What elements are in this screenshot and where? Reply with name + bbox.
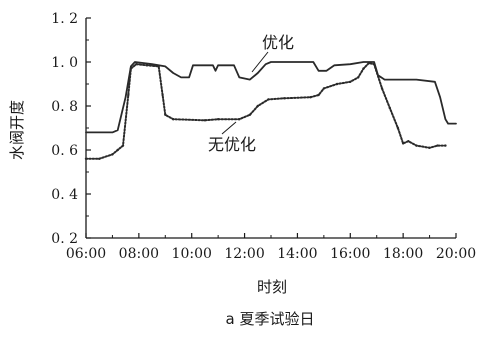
- series-layer: [84, 61, 457, 160]
- series-point-unoptimized: [248, 113, 252, 117]
- series-point-unoptimized: [401, 142, 405, 145]
- series-point-unoptimized: [317, 93, 320, 97]
- x-tick-label: 08:00: [119, 246, 159, 262]
- annotation-optimized-leader: [251, 51, 269, 73]
- series-point-unoptimized: [84, 157, 88, 160]
- series-point-unoptimized: [116, 148, 119, 152]
- series-point-unoptimized: [444, 144, 447, 147]
- x-tick-label: 14:00: [277, 246, 317, 262]
- x-tick-label: 06:00: [66, 246, 106, 262]
- y-axis-title: 水阀开度: [8, 100, 26, 160]
- series-point-unoptimized: [415, 144, 418, 147]
- series-point-unoptimized: [161, 93, 164, 97]
- series-point-unoptimized: [157, 65, 160, 68]
- series-point-unoptimized: [135, 62, 138, 66]
- x-tick-label: 10:00: [172, 246, 212, 262]
- series-line-optimized: [85, 61, 457, 134]
- series-point-unoptimized: [127, 93, 130, 97]
- series-point-unoptimized: [267, 98, 270, 101]
- series-point-unoptimized: [428, 146, 431, 149]
- series-point-unoptimized: [145, 64, 148, 67]
- series-point-unoptimized: [98, 157, 101, 160]
- series-point-unoptimized: [396, 126, 400, 130]
- series-point-unoptimized: [349, 80, 352, 84]
- series-point-unoptimized: [335, 82, 339, 86]
- series-point-unoptimized: [172, 118, 175, 121]
- series-point-unoptimized: [357, 76, 360, 79]
- annotation-unoptimized-leader: [221, 121, 237, 135]
- y-tick-label: 0. 2: [51, 231, 78, 247]
- series-point-unoptimized: [111, 153, 114, 156]
- series-point-unoptimized: [238, 118, 241, 121]
- x-tick-label: 18:00: [383, 246, 423, 262]
- series-point-unoptimized: [216, 118, 220, 121]
- series-point-unoptimized: [164, 113, 167, 117]
- series-point-unoptimized: [283, 97, 286, 100]
- x-tick-label: 12:00: [224, 246, 264, 262]
- x-axis-title: 时刻: [257, 278, 287, 296]
- x-tick-label: 16:00: [330, 246, 370, 262]
- y-tick-label: 0. 4: [51, 187, 78, 203]
- series-point-unoptimized: [309, 96, 312, 99]
- series-point-unoptimized: [256, 104, 259, 108]
- series-point-unoptimized: [203, 119, 207, 122]
- series-point-unoptimized: [121, 144, 125, 147]
- series-point-unoptimized: [367, 61, 370, 65]
- series-point-unoptimized: [380, 87, 384, 90]
- series-point-unoptimized: [372, 62, 376, 66]
- series-point-unoptimized: [129, 67, 133, 70]
- y-tick-label: 0. 6: [51, 143, 78, 159]
- series-point-unoptimized: [407, 140, 410, 143]
- series-point-unoptimized: [436, 144, 439, 147]
- y-tick-label: 1. 2: [51, 11, 78, 27]
- series-point-unoptimized: [388, 107, 392, 110]
- annotation-unoptimized: 无优化: [208, 135, 256, 154]
- y-tick-label: 0. 8: [51, 99, 78, 115]
- annotation-optimized: 优化: [262, 33, 294, 52]
- series-line-unoptimized: [85, 62, 447, 160]
- y-tick-label: 1. 0: [51, 55, 78, 71]
- series-point-unoptimized: [362, 67, 365, 70]
- x-tick-label: 20:00: [436, 246, 476, 262]
- series-point-unoptimized: [322, 87, 326, 90]
- chart-caption: a 夏季试验日: [226, 310, 315, 328]
- axes: 06:00 08:00 10:00 12:00 14:00 16:00 18:00 20:00…: [51, 11, 476, 262]
